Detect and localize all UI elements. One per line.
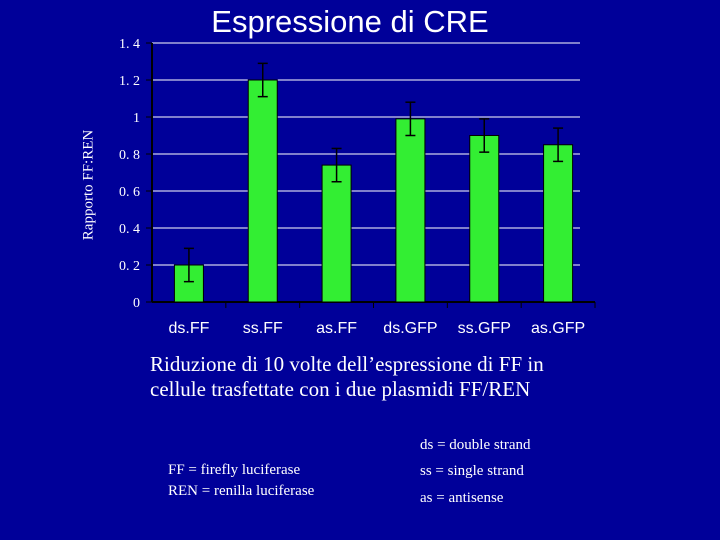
bar-ss-gfp bbox=[469, 135, 500, 303]
caption: Riduzione di 10 volte dell’espressione d… bbox=[150, 352, 670, 402]
x-tick-label: ds.GFP bbox=[383, 320, 437, 337]
chart-title: Espressione di CRE bbox=[211, 4, 489, 39]
note-ss: ss = single strand bbox=[420, 463, 524, 479]
x-tick-label: ss.GFP bbox=[458, 320, 511, 337]
x-tick-label: ss.FF bbox=[243, 320, 283, 337]
caption-line-1: Riduzione di 10 volte dell’espressione d… bbox=[150, 352, 544, 376]
y-tick-label: 0 bbox=[133, 296, 140, 311]
note-ren: REN = renilla luciferase bbox=[168, 483, 315, 499]
bar-ss-ff bbox=[247, 79, 278, 303]
y-tick-label: 1 bbox=[133, 111, 140, 126]
bar-chart: 0 0. 2 0. 4 0. 6 0. 8 1 1. 2 1. 4 ds.FF ss.FF as.F… bbox=[119, 37, 596, 337]
y-tick-label: 1. 2 bbox=[119, 74, 140, 89]
bar-as-ff bbox=[321, 164, 352, 303]
note-ff: FF = firefly luciferase bbox=[168, 462, 301, 478]
note-as: as = antisense bbox=[420, 490, 504, 506]
x-tick-label: as.GFP bbox=[531, 320, 585, 337]
bar-ds-gfp bbox=[395, 118, 426, 303]
x-tick-label: as.FF bbox=[316, 320, 357, 337]
y-tick-label: 1. 4 bbox=[119, 37, 140, 52]
caption-line-2: cellule trasfettate con i due plasmidi F… bbox=[150, 377, 531, 401]
bar-as-gfp bbox=[543, 144, 574, 303]
y-tick-label: 0. 4 bbox=[119, 222, 140, 237]
y-tick-label: 0. 6 bbox=[119, 185, 140, 200]
y-tick-label: 0. 8 bbox=[119, 148, 140, 163]
note-ds: ds = double strand bbox=[420, 437, 531, 453]
x-tick-label: ds.FF bbox=[168, 320, 209, 337]
y-tick-label: 0. 2 bbox=[119, 259, 140, 274]
